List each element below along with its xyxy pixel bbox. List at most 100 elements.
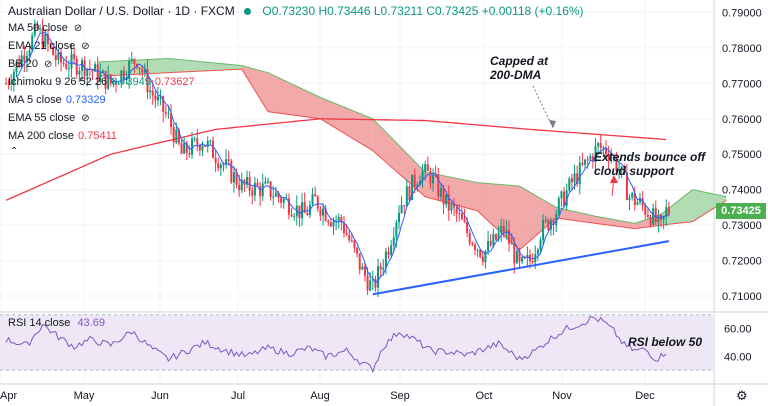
candle-body [285,198,288,200]
candle-body [411,174,414,200]
candle-body [460,213,463,220]
candle-body [568,178,571,191]
chart-header: Australian Dollar / U.S. Dollar · 1D · F… [8,4,584,18]
legend-item[interactable]: MA 200 close 0.75411 [8,130,117,142]
candle-body [623,166,626,173]
candle-body [324,208,327,221]
candle-body [253,182,256,196]
candle-body [214,158,217,164]
symbol-title[interactable]: Australian Dollar / U.S. Dollar · 1D · F… [8,4,235,18]
candle-body [432,174,435,184]
candle-body [646,214,649,218]
candle-body [329,222,332,227]
candle-body [591,156,594,162]
ichimoku-cloud-segment [97,58,169,77]
candle-body [447,194,450,211]
legend-value: 0.75411 [78,130,117,142]
candle-body [70,53,73,69]
candle-body [479,249,482,257]
candle-body [615,156,618,171]
candle-body [293,216,296,218]
candle-body [122,70,125,80]
price-axis-tick: 0.78000 [722,43,762,55]
candle-body [290,214,293,217]
candle-body [547,219,550,230]
candle-body [641,198,644,206]
candle-body [620,166,623,170]
candle-body [345,232,348,235]
legend-item[interactable]: MA 50 close ⊘ [8,22,82,34]
senkou-span-b [97,68,727,251]
candle-body [164,111,167,114]
capped-arrow-head [549,120,556,128]
candle-body [332,220,335,227]
candle-body [80,60,83,71]
time-axis-tick: Jun [151,390,169,402]
rsi-legend-label: RSI 14 close [8,317,71,329]
candle-body [86,68,89,77]
candle-body [565,190,568,206]
legend-item[interactable]: MA 5 close 0.73329 [8,94,106,106]
candle-body [180,143,183,154]
candle-body [46,33,49,44]
eye-off-icon[interactable]: ⊘ [81,113,90,124]
price-axis-tick: 0.73000 [722,220,762,232]
candle-body [631,193,634,198]
legend-item[interactable]: Ichimoku 9 26 52 26 0.73949 0.73627 [8,76,195,88]
candle-body [60,52,63,63]
eye-off-icon[interactable]: ⊘ [73,23,83,34]
candle-body [274,192,277,197]
candle-body [484,250,487,263]
candle-body [149,90,152,93]
candle-body [374,279,377,288]
candle-body [12,71,15,84]
candle-body [94,64,97,72]
candle-body [177,129,180,144]
candle-body [662,216,665,220]
ma200-line [5,118,667,201]
candle-body [536,249,539,255]
candle-body [248,177,251,191]
candle-body [639,198,642,203]
candle-body [340,217,343,223]
candle-body [413,174,416,187]
candle-body [277,192,280,198]
eye-off-icon[interactable]: ⊘ [81,41,90,52]
chevron-up-icon[interactable]: ⌃ [10,146,19,157]
candle-body [31,35,34,51]
eye-off-icon[interactable]: ⊘ [43,59,53,70]
ohlc-readout: O0.73230 H0.73446 L0.73211 C0.73425 +0.0… [262,4,584,18]
candle-body [112,81,115,84]
candle-body [468,232,471,244]
legend-item[interactable]: EMA 55 close ⊘ [8,112,90,124]
candle-body [206,140,209,147]
candle-body [544,219,547,221]
gear-icon[interactable]: ⚙ [736,388,748,403]
candle-body [154,95,157,101]
candle-body [18,62,21,67]
candle-body [377,266,380,288]
candle-body [513,243,516,264]
candle-body [280,197,283,203]
candle-body [657,214,660,223]
candle-body [395,222,398,238]
ichimoku-cloud-segment [595,216,635,229]
legend-item[interactable]: BB 20 ⊘ [8,58,52,70]
candle-body [298,205,301,219]
legend-label: EMA 55 close [8,112,76,124]
candle-body [143,69,146,73]
candle-body [398,212,400,223]
legend-item[interactable]: EMA 21 close ⊘ [8,40,90,52]
candle-body [225,159,228,165]
candle-body [442,188,445,205]
bounce-arrow-head [610,175,618,183]
candle-body [57,52,60,60]
candle-body [44,33,47,48]
candle-body [269,181,272,197]
candle-body [515,250,518,264]
candle-body [473,244,476,250]
price-axis-tick: 0.77000 [722,78,762,90]
candle-body [5,83,7,85]
